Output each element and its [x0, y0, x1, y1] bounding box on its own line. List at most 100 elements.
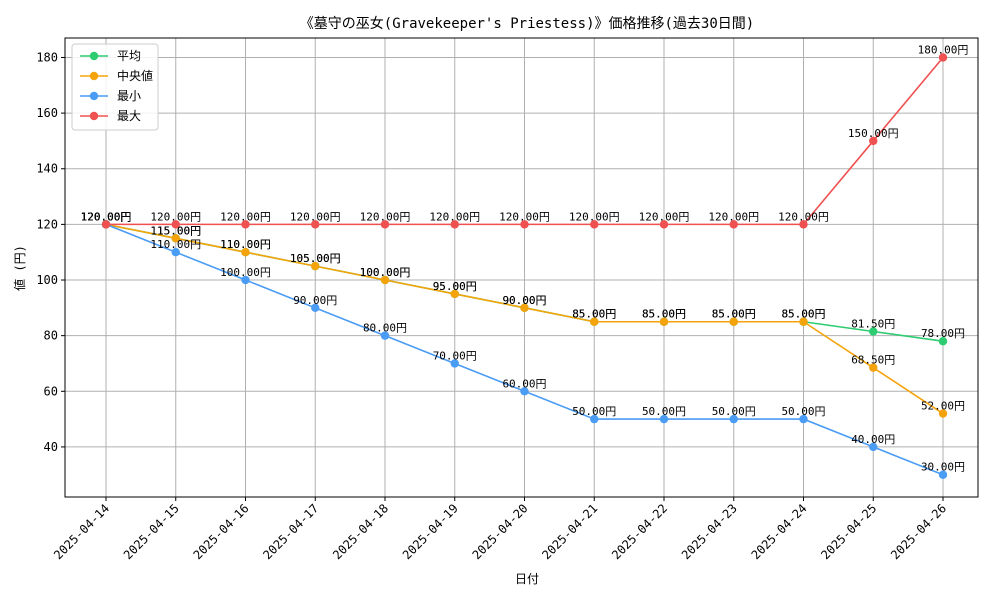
data-label: 90.00円: [502, 294, 546, 307]
legend-box: [71, 43, 159, 131]
data-label: 120.00円: [429, 210, 480, 223]
data-point: [590, 220, 599, 229]
x-tick-label: 2025-04-20: [470, 501, 531, 562]
data-label: 80.00円: [363, 322, 407, 335]
data-label: 180.00円: [918, 43, 969, 56]
data-label: 30.00円: [921, 461, 965, 474]
data-point: [869, 363, 878, 372]
legend-label: 中央値: [117, 68, 153, 83]
data-point: [311, 261, 320, 271]
data-point: [869, 136, 878, 146]
data-label: 50.00円: [642, 405, 686, 418]
x-tick-label: 2025-04-17: [260, 501, 321, 562]
data-point: [241, 275, 250, 285]
data-point: [799, 317, 808, 326]
data-label: 120.00円: [499, 210, 550, 223]
data-point: [590, 414, 599, 424]
x-tick-label: 2025-04-24: [749, 501, 810, 562]
data-labels: 120.00円115.00円110.00円105.00円100.00円95.00…: [81, 43, 969, 473]
data-label: 50.00円: [781, 405, 825, 418]
data-label: 50.00円: [572, 405, 616, 418]
x-axis-label: 日付: [515, 572, 539, 586]
data-label: 40.00円: [851, 433, 895, 446]
x-tick-label: 2025-04-21: [539, 501, 600, 562]
data-label: 85.00円: [712, 308, 756, 321]
data-point: [171, 234, 180, 243]
x-tick-label: 2025-04-14: [51, 501, 112, 562]
data-point: [171, 248, 180, 257]
data-point: [590, 317, 599, 326]
data-label: 60.00円: [502, 377, 546, 390]
y-tick-label: 60: [44, 384, 58, 398]
data-label: 95.00円: [433, 280, 477, 293]
data-point: [380, 331, 390, 340]
data-point: [938, 53, 948, 62]
data-point: [311, 303, 320, 313]
data-label: 110.00円: [150, 238, 201, 251]
y-tick-label: 80: [44, 329, 58, 343]
data-point: [311, 220, 320, 229]
x-tick-label: 2025-04-23: [679, 501, 740, 562]
data-label: 100.00円: [360, 266, 411, 279]
data-label: 120.00円: [81, 210, 132, 223]
x-tick-label: 2025-04-15: [121, 501, 182, 562]
data-point: [380, 220, 390, 229]
y-axis-label: 値 (円): [12, 245, 27, 291]
data-label: 85.00円: [781, 308, 825, 321]
data-label: 90.00円: [502, 294, 546, 307]
data-point: [380, 275, 390, 285]
data-point: [450, 220, 459, 229]
data-label: 100.00円: [360, 266, 411, 279]
data-point: [938, 470, 948, 479]
x-tick-label: 2025-04-18: [330, 501, 391, 562]
x-tick-label: 2025-04-26: [888, 501, 949, 562]
data-label: 95.00円: [433, 280, 477, 293]
legend-label: 最小: [117, 89, 141, 103]
data-point: [520, 303, 529, 313]
x-tick-label: 2025-04-25: [818, 501, 879, 562]
series-layer: [101, 53, 948, 479]
data-point: [520, 220, 529, 229]
data-label: 85.00円: [781, 308, 825, 321]
data-point: [659, 414, 669, 424]
data-label: 68.50円: [851, 354, 895, 367]
legend-marker: [89, 71, 99, 81]
data-label: 120.00円: [150, 210, 201, 223]
y-tick-label: 120: [36, 217, 58, 231]
legend-marker: [89, 111, 99, 121]
y-tick-label: 160: [36, 106, 58, 120]
data-label: 105.00円: [290, 252, 341, 265]
data-point: [729, 414, 738, 424]
data-label: 120.00円: [81, 210, 132, 223]
data-label: 120.00円: [290, 210, 341, 223]
data-label: 120.00円: [569, 210, 620, 223]
data-point: [450, 289, 459, 299]
data-label: 85.00円: [572, 308, 616, 321]
data-label: 50.00円: [712, 405, 756, 418]
legend-label: 最大: [117, 109, 141, 123]
data-label: 120.00円: [81, 210, 132, 223]
legend-label: 平均: [117, 49, 141, 63]
data-point: [869, 442, 878, 452]
data-point: [450, 359, 459, 368]
data-label: 85.00円: [642, 308, 686, 321]
x-tick-label: 2025-04-16: [191, 501, 252, 562]
chart-title: 《墓守の巫女(Gravekeeper's Priestess)》価格推移(過去3…: [300, 15, 754, 32]
data-point: [659, 317, 669, 326]
y-tick-label: 140: [36, 162, 58, 176]
data-label: 120.00円: [639, 210, 690, 223]
data-label: 115.00円: [150, 224, 201, 237]
data-label: 150.00円: [848, 127, 899, 140]
data-label: 70.00円: [433, 349, 477, 362]
data-point: [241, 220, 250, 229]
data-label: 120.00円: [708, 210, 759, 223]
data-point: [659, 220, 669, 229]
data-label: 115.00円: [150, 224, 201, 237]
y-tick-label: 100: [36, 273, 58, 287]
data-point: [729, 317, 738, 326]
data-point: [869, 327, 878, 336]
grid-lines: [65, 38, 978, 497]
x-tick-label: 2025-04-19: [400, 501, 461, 562]
